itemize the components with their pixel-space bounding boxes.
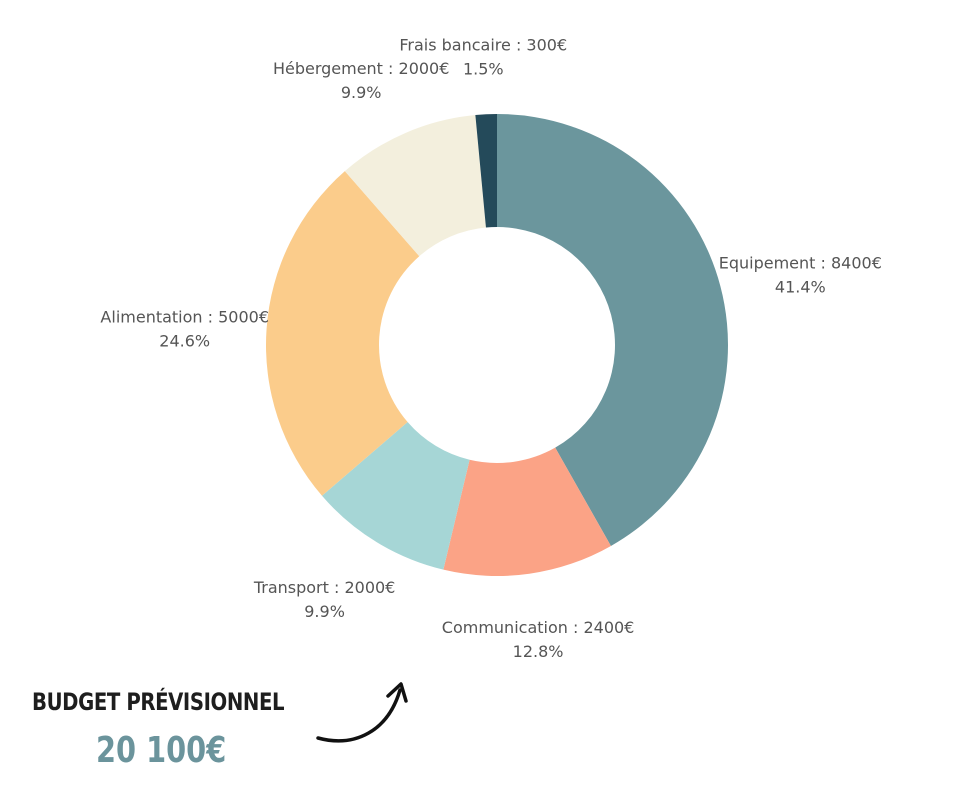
slice-label-percent: 24.6% bbox=[159, 331, 210, 350]
slice-label-name: Hébergement : 2000€ bbox=[273, 59, 449, 78]
donut-slices bbox=[266, 114, 729, 576]
slice-frais-bancaire bbox=[475, 114, 497, 228]
slice-label-name: Transport : 2000€ bbox=[253, 578, 396, 597]
slice-equipement bbox=[497, 114, 729, 546]
slice-label-percent: 41.4% bbox=[775, 277, 826, 296]
slice-h-bergement bbox=[344, 115, 486, 257]
slice-label-name: Alimentation : 5000€ bbox=[100, 307, 269, 326]
curved-arrow-icon bbox=[316, 682, 408, 743]
slice-label-percent: 9.9% bbox=[341, 83, 382, 102]
slice-communication bbox=[443, 447, 611, 576]
budget-title: BUDGET PRÉVISIONNEL bbox=[32, 688, 285, 716]
slice-label-name: Communication : 2400€ bbox=[442, 618, 635, 637]
slice-label-name: Frais bancaire : 300€ bbox=[399, 35, 567, 54]
slice-labels: Equipement : 8400€ 41.4% Communication : 2… bbox=[100, 35, 881, 661]
slice-label-percent: 9.9% bbox=[304, 602, 345, 621]
slice-label-percent: 1.5% bbox=[463, 59, 504, 78]
budget-total: 20 100€ bbox=[96, 730, 227, 771]
slice-label-percent: 12.8% bbox=[513, 642, 564, 661]
slice-label-name: Equipement : 8400€ bbox=[719, 253, 882, 272]
slice-alimentation bbox=[266, 171, 420, 496]
slice-transport bbox=[321, 422, 470, 570]
